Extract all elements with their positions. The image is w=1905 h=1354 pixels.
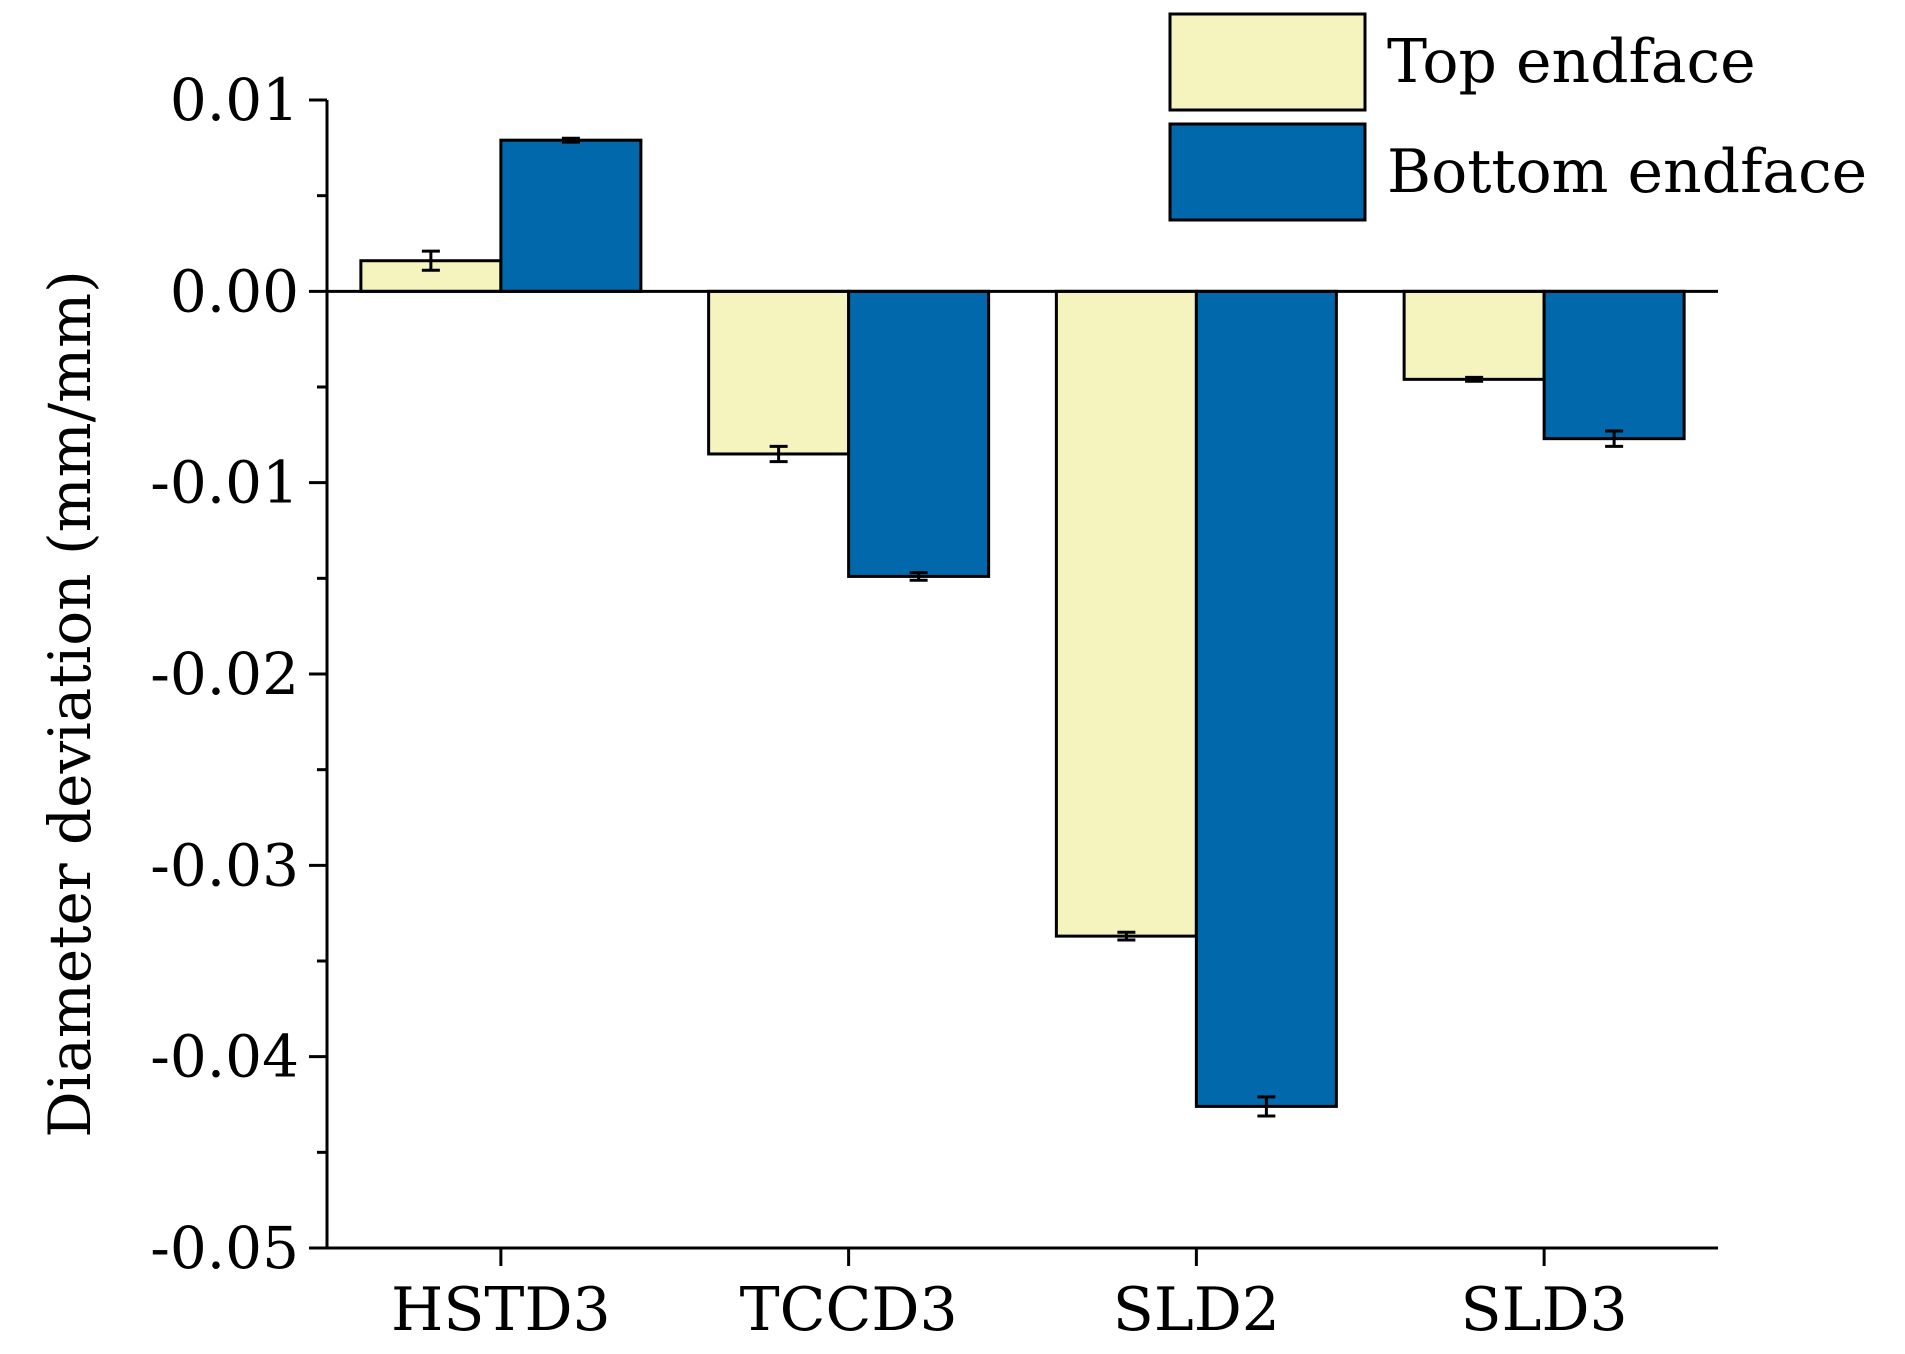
- y-tick-label: 0.01: [170, 66, 299, 134]
- y-tick-label: 0.00: [170, 257, 299, 325]
- x-category-label-hstd3: HSTD3: [391, 1275, 611, 1345]
- bar-bottom-endface-sld2: [1194, 289, 1338, 1108]
- bars-group: [359, 138, 1686, 1108]
- y-tick-label: -0.04: [150, 1023, 299, 1091]
- labels-group: 0.01 0.00 -0.01 -0.02 -0.03 -0.04 -0.05 HSTD3 TC…: [36, 66, 1628, 1345]
- legend-swatch-bottom-endface: [1168, 122, 1367, 222]
- y-tick-label: -0.05: [150, 1214, 299, 1282]
- y-tick-label: -0.01: [150, 449, 299, 517]
- bar-bottom-endface-sld3: [1542, 289, 1686, 441]
- legend-swatch-top-endface: [1168, 12, 1367, 112]
- bar-bottom-endface-hstd3: [499, 138, 643, 293]
- legend: Top endface Bottom endface: [1168, 12, 1867, 222]
- bar-top-endface-sld2: [1054, 289, 1198, 938]
- legend-label-bottom-endface: Bottom endface: [1387, 137, 1867, 207]
- bar-bottom-endface-tccd3: [847, 289, 991, 578]
- bar-top-endface-tccd3: [707, 289, 851, 456]
- x-category-label-sld2: SLD2: [1113, 1275, 1280, 1345]
- bar-top-endface-sld3: [1402, 289, 1546, 381]
- legend-label-top-endface: Top endface: [1387, 27, 1756, 97]
- x-category-label-sld3: SLD3: [1461, 1275, 1628, 1345]
- y-axis-title: Diameter deviation (mm/mm): [36, 270, 104, 1137]
- y-tick-label: -0.03: [150, 831, 299, 899]
- x-category-label-tccd3: TCCD3: [740, 1275, 958, 1345]
- error-bars-group: [421, 136, 1624, 1118]
- y-tick-label: -0.02: [150, 640, 299, 708]
- axes-group: [309, 98, 1718, 1266]
